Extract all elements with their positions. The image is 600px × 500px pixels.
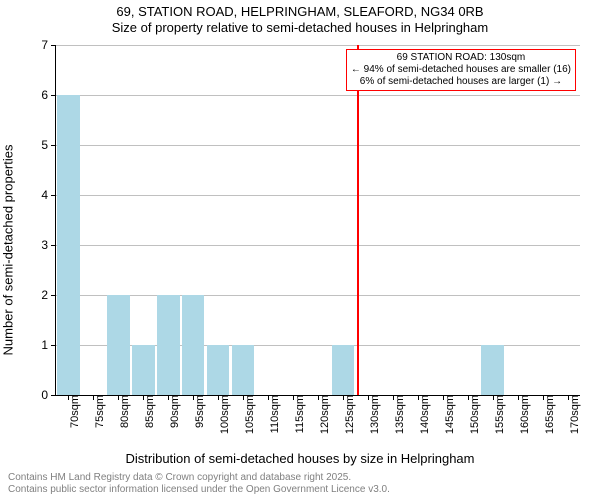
title-line-2: Size of property relative to semi-detach… (0, 20, 600, 36)
gridline (56, 295, 580, 296)
histogram-bar (332, 345, 354, 395)
x-tick-label: 150sqm (463, 395, 481, 434)
histogram-bar (132, 345, 154, 395)
x-tick-label: 145sqm (438, 395, 456, 434)
gridline (56, 45, 580, 46)
x-tick-label: 85sqm (138, 395, 156, 428)
x-tick-label: 120sqm (313, 395, 331, 434)
histogram-bar (481, 345, 503, 395)
footer-credit: Contains HM Land Registry data © Crown c… (8, 472, 390, 496)
x-tick-label: 80sqm (113, 395, 131, 428)
x-tick-label: 125sqm (338, 395, 356, 434)
x-tick-label: 115sqm (288, 395, 306, 433)
chart-title: 69, STATION ROAD, HELPRINGHAM, SLEAFORD,… (0, 4, 600, 35)
gridline (56, 145, 580, 146)
histogram-bar (182, 295, 204, 395)
x-tick-label: 165sqm (538, 395, 556, 434)
x-tick-label: 90sqm (163, 395, 181, 428)
x-tick-label: 105sqm (238, 395, 256, 434)
y-tick-label: 3 (41, 238, 56, 252)
x-tick-label: 110sqm (263, 395, 281, 433)
gridline (56, 95, 580, 96)
x-tick-label: 95sqm (188, 395, 206, 428)
y-tick-label: 4 (41, 188, 56, 202)
y-tick-label: 2 (41, 288, 56, 302)
chart-container: 69, STATION ROAD, HELPRINGHAM, SLEAFORD,… (0, 0, 600, 500)
gridline (56, 245, 580, 246)
histogram-bar (157, 295, 179, 395)
gridline (56, 195, 580, 196)
histogram-bar (232, 345, 254, 395)
histogram-bar (57, 95, 79, 395)
x-tick-label: 160sqm (513, 395, 531, 434)
y-tick-label: 0 (41, 388, 56, 402)
annotation-line-1: 69 STATION ROAD: 130sqm (351, 52, 571, 64)
footer-line-1: Contains HM Land Registry data © Crown c… (8, 472, 390, 484)
x-tick-label: 70sqm (63, 395, 81, 428)
x-axis-label: Distribution of semi-detached houses by … (0, 451, 600, 466)
x-tick-label: 100sqm (213, 395, 231, 434)
plot-area: 0123456770sqm75sqm80sqm85sqm90sqm95sqm10… (55, 45, 580, 396)
footer-line-2: Contains public sector information licen… (8, 484, 390, 496)
x-tick-label: 140sqm (413, 395, 431, 434)
y-tick-label: 1 (41, 338, 56, 352)
y-tick-label: 6 (41, 88, 56, 102)
y-axis-label: Number of semi-detached properties (1, 145, 16, 356)
annotation-line-3: 6% of semi-detached houses are larger (1… (351, 76, 571, 88)
annotation-line-2: ← 94% of semi-detached houses are smalle… (351, 64, 571, 76)
histogram-bar (207, 345, 229, 395)
marker-line (357, 45, 359, 395)
title-line-1: 69, STATION ROAD, HELPRINGHAM, SLEAFORD,… (0, 4, 600, 20)
annotation-box: 69 STATION ROAD: 130sqm ← 94% of semi-de… (346, 49, 576, 91)
y-tick-label: 7 (41, 38, 56, 52)
x-tick-label: 130sqm (363, 395, 381, 434)
y-tick-label: 5 (41, 138, 56, 152)
x-tick-label: 75sqm (88, 395, 106, 428)
x-tick-label: 135sqm (388, 395, 406, 434)
x-tick-label: 155sqm (488, 395, 506, 434)
histogram-bar (107, 295, 129, 395)
x-tick-label: 170sqm (563, 395, 581, 434)
